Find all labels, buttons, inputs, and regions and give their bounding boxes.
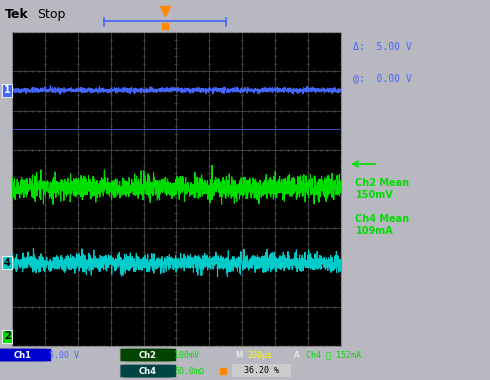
FancyBboxPatch shape [120, 364, 176, 378]
FancyBboxPatch shape [120, 348, 176, 362]
Text: 5.00 V: 5.00 V [49, 350, 79, 359]
Text: 2: 2 [4, 331, 11, 341]
Text: 1: 1 [4, 85, 11, 95]
Text: @:  0.00 V: @: 0.00 V [352, 73, 411, 83]
Text: M: M [235, 350, 243, 359]
Bar [232, 364, 291, 377]
Text: Stop: Stop [37, 8, 65, 21]
Text: Ch4 ⠿ 152mA: Ch4 ⠿ 152mA [306, 350, 361, 359]
Text: 4: 4 [4, 258, 11, 268]
Text: Ch2: Ch2 [139, 350, 157, 359]
Text: Ch4 Mean
109mA: Ch4 Mean 109mA [355, 214, 410, 236]
Text: Ch4: Ch4 [139, 367, 157, 375]
Text: Ch2 Mean
150mV: Ch2 Mean 150mV [355, 178, 410, 200]
Text: 200μs: 200μs [247, 350, 272, 359]
Text: A: A [294, 350, 300, 359]
Text: Ch1: Ch1 [14, 350, 32, 359]
Text: 100mV: 100mV [174, 350, 199, 359]
Text: 50.0mΩ: 50.0mΩ [174, 367, 204, 375]
Text: Tek: Tek [5, 8, 28, 21]
Text: Δ:  5.00 V: Δ: 5.00 V [352, 42, 411, 52]
FancyBboxPatch shape [0, 348, 51, 362]
Text: 36.20 %: 36.20 % [244, 366, 279, 375]
